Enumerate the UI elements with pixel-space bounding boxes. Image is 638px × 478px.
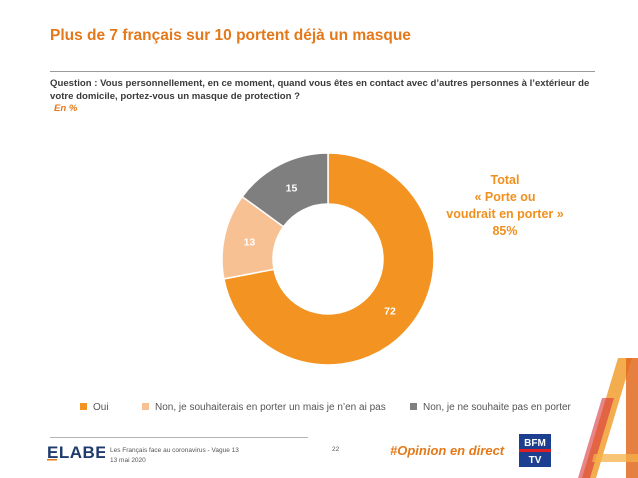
legend-swatch-non-sans-masque [142,403,149,410]
slice-non-refus [241,152,329,228]
total-value: 85% [492,224,518,238]
survey-date: 13 mai 2020 [110,457,146,464]
legend-label-non-sans-masque: Non, je souhaiterais en porter un mais j… [155,402,386,413]
survey-title: Les Français face au coronavirus - Vague… [110,447,239,454]
legend-swatch-oui [80,403,87,410]
total-quote-line1: « Porte ou [474,190,536,204]
title-divider [50,71,595,72]
question-text: Question : Vous personnellement, en ce m… [50,78,590,102]
legend-label-non-refus: Non, je ne souhaite pas en porter [423,402,571,413]
legend-swatch-non-refus [410,403,417,410]
unit-label: En % [54,103,78,114]
chart-legend: Oui Non, je souhaiterais en porter un ma… [80,402,580,416]
page-number: 22 [332,446,340,453]
total-callout: Total « Porte ou voudrait en porter » 85… [440,172,570,240]
footer-divider [50,437,308,438]
data-label-non-refus: 15 [286,182,298,194]
data-label-non-sans-masque: 13 [244,236,256,248]
svg-text:TV: TV [529,455,542,466]
total-label: Total [490,173,520,187]
bfm-tv-logo: BFM TV [519,434,551,467]
elabe-logo-text: ELABE [47,443,105,461]
decorative-arrow-graphic [578,358,638,478]
legend-item-oui: Oui [80,402,109,413]
legend-label-oui: Oui [93,402,109,413]
data-label-oui: 72 [384,305,396,317]
slice-oui [222,152,435,366]
legend-item-non-sans-masque: Non, je souhaiterais en porter un mais j… [142,402,386,413]
elabe-logo: ELABE [47,443,105,461]
page-title: Plus de 7 français sur 10 portent déjà u… [50,27,411,44]
hashtag: #Opinion en direct [390,443,505,458]
svg-text:BFM: BFM [524,438,546,449]
total-quote-line2: voudrait en porter » [446,207,564,221]
legend-item-non-refus: Non, je ne souhaite pas en porter [410,402,571,413]
